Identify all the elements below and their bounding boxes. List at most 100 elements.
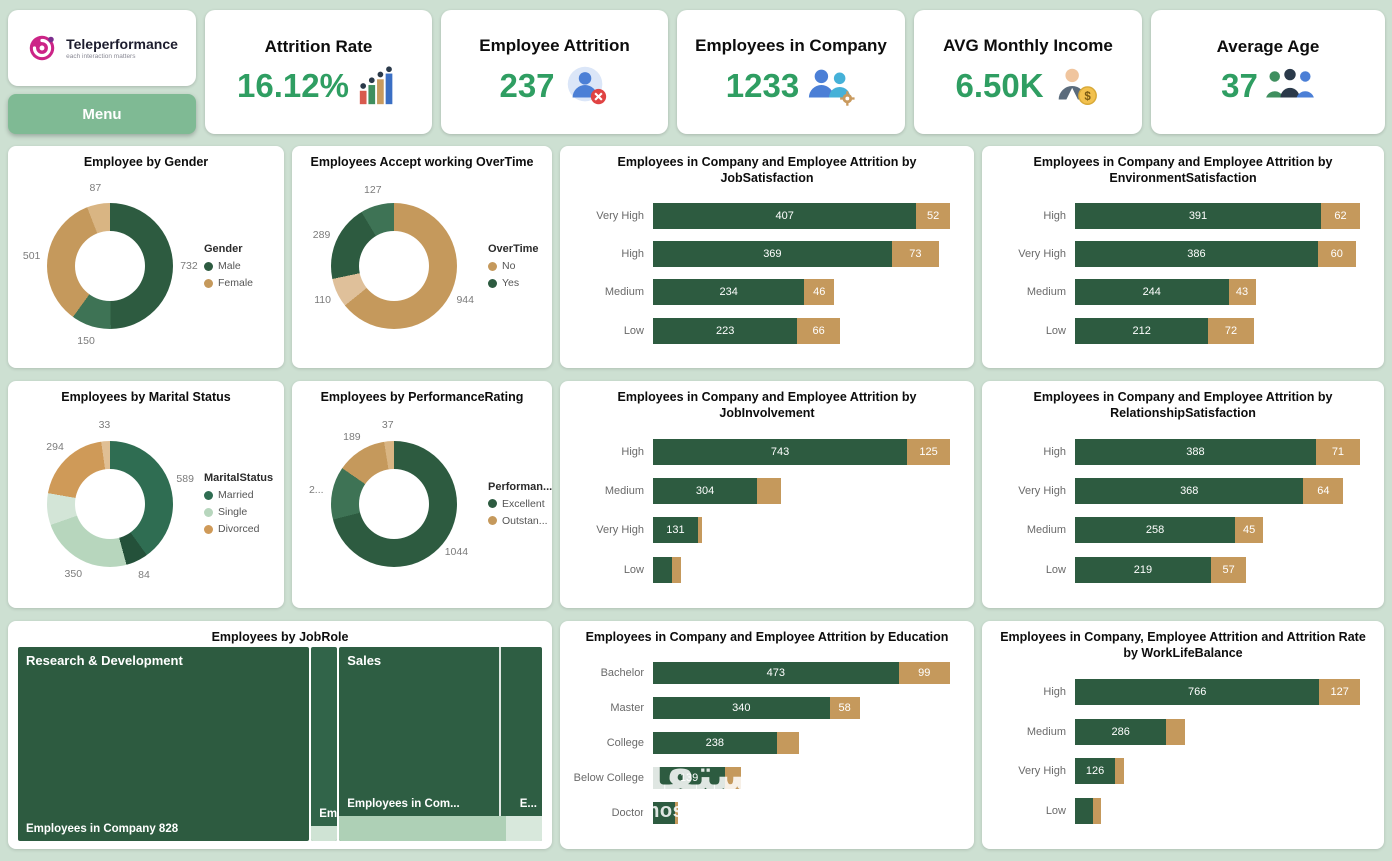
company-bar-segment[interactable]: 238 (653, 732, 777, 755)
bar-track: 223 66 (653, 317, 950, 344)
company-bar-segment[interactable]: 304 (653, 478, 758, 505)
attrition-bar-segment[interactable] (1092, 797, 1101, 824)
bar-value-label: 340 (732, 702, 751, 715)
legend-item[interactable]: Single (204, 506, 274, 518)
bar-row: High 391 62 (992, 202, 1360, 229)
company-bar-segment[interactable] (1075, 797, 1093, 824)
company-bar-segment[interactable]: 391 (1075, 202, 1321, 229)
job-satisfaction-bar-chart[interactable]: Very High 407 52 High 369 73 Medium 234 46 Low 223… (570, 189, 964, 361)
company-bar-segment[interactable]: 473 (653, 662, 899, 685)
company-bar-segment[interactable]: 407 (653, 202, 917, 229)
attrition-bar-segment[interactable]: 60 (1317, 241, 1356, 268)
attrition-bar-segment[interactable]: 52 (916, 202, 950, 229)
attrition-bar-segment[interactable] (1115, 758, 1124, 784)
attrition-bar-segment[interactable]: 66 (797, 317, 840, 344)
relationship-satisfaction-bar-chart[interactable]: High 388 71 Very High 368 64 Medium 258 45 Low 219… (992, 424, 1374, 601)
gender-donut-chart[interactable]: 732 150 501 87 Gender Male Female (18, 172, 274, 360)
legend-item[interactable]: Outstan... (488, 515, 548, 527)
attrition-bar-segment[interactable]: 43 (1228, 279, 1256, 306)
attrition-bar-segment[interactable]: 125 (907, 438, 950, 465)
legend-title: Gender (204, 243, 243, 256)
bar-row: Low 219 57 (992, 556, 1360, 583)
attrition-bar-segment[interactable]: 127 (1319, 679, 1360, 705)
kpi-title: Employees in Company (695, 36, 887, 55)
category-label: Very High (1018, 765, 1066, 777)
attrition-bar-segment[interactable] (725, 767, 742, 790)
company-bar-segment[interactable]: 223 (653, 317, 798, 344)
attrition-bar-segment[interactable] (675, 802, 678, 825)
legend-item[interactable]: Male (204, 260, 274, 272)
company-bar-segment[interactable]: 340 (653, 697, 830, 720)
category-label: Medium (1026, 286, 1066, 299)
treemap-strip[interactable] (311, 825, 338, 841)
company-bar-segment[interactable]: 219 (1075, 556, 1211, 583)
performance-rating-donut-chart[interactable]: 1044 2... 189 37 Performan... Excellent Outsta… (302, 407, 552, 600)
overtime-donut-chart[interactable]: 944 110 289 127 OverTime No Yes (302, 172, 542, 360)
environment-satisfaction-bar-chart[interactable]: High 391 62 Very High 386 60 Medium 244 43 Low 212… (992, 189, 1374, 361)
legend-label: Male (218, 260, 241, 273)
menu-button[interactable]: Menu (8, 94, 196, 134)
company-bar-segment[interactable]: 258 (1075, 517, 1236, 544)
treemap-block[interactable]: Em... (311, 647, 338, 841)
bar-row: Low (570, 556, 950, 583)
treemap-strip-sub[interactable] (505, 815, 542, 841)
treemap-block[interactable]: Sales Employees in Com... E... (339, 647, 542, 841)
company-bar-segment[interactable]: 386 (1075, 241, 1318, 268)
category-label: College (606, 737, 644, 750)
legend-item[interactable]: No (488, 260, 542, 272)
company-bar-segment[interactable]: 212 (1075, 317, 1209, 344)
company-bar-segment[interactable]: 234 (653, 279, 805, 306)
company-bar-segment[interactable]: 131 (653, 517, 698, 544)
attrition-bar-segment[interactable]: 58 (829, 697, 860, 720)
kpi-title: Attrition Rate (264, 37, 373, 56)
attrition-bar-segment[interactable]: 45 (1235, 517, 1264, 544)
education-bar-chart[interactable]: Bachelor 473 99 Master 340 58 College 238 Below … (570, 647, 964, 841)
attrition-bar-segment[interactable] (757, 478, 782, 505)
treemap-divider (499, 647, 502, 816)
company-bar-segment[interactable]: 369 (653, 241, 892, 268)
attrition-bar-segment[interactable]: 57 (1210, 556, 1247, 583)
attrition-bar-segment[interactable]: 62 (1320, 202, 1360, 229)
company-bar-segment[interactable]: 766 (1075, 679, 1320, 705)
attrition-bar-segment[interactable]: 64 (1303, 478, 1344, 505)
legend-item[interactable]: Divorced (204, 523, 274, 535)
company-bar-segment[interactable]: 743 (653, 438, 908, 465)
bar-track: 407 52 (653, 202, 950, 229)
treemap-strip[interactable] (339, 815, 542, 841)
company-bar-segment[interactable] (653, 556, 672, 583)
bar-track: 258 45 (1075, 517, 1360, 544)
company-bar-segment[interactable]: 388 (1075, 438, 1316, 465)
attrition-bar-segment[interactable] (671, 556, 682, 583)
attrition-bar-segment[interactable] (697, 517, 703, 544)
job-involvement-bar-chart[interactable]: High 743 125 Medium 304 Very High 131 Low (570, 424, 964, 601)
attrition-bar-segment[interactable]: 72 (1208, 317, 1254, 344)
attrition-bar-segment[interactable]: 73 (891, 241, 939, 268)
attrition-bar-segment[interactable] (1166, 718, 1185, 745)
marital-status-donut-chart[interactable]: 589 84 350 294 33 MaritalStatus Married Single D… (18, 407, 274, 600)
company-bar-segment[interactable]: 368 (1075, 478, 1304, 505)
legend-item[interactable]: Female (204, 277, 274, 289)
attrition-bar-segment[interactable] (776, 732, 800, 755)
svg-text:$: $ (1084, 91, 1091, 103)
company-bar-segment[interactable] (653, 802, 676, 825)
bar-track (653, 556, 950, 583)
job-role-treemap-chart[interactable]: Research & Development Employees in Compa… (18, 647, 542, 841)
bar-value-label: 212 (1132, 324, 1151, 337)
attrition-bar-segment[interactable]: 99 (898, 662, 950, 685)
treemap-block-title: Research & Development (26, 653, 183, 669)
legend-item[interactable]: Married (204, 489, 274, 501)
bar-row: Low 212 72 (992, 317, 1360, 344)
company-bar-segment[interactable]: 286 (1075, 718, 1167, 745)
bar-value-label: 60 (1330, 248, 1343, 261)
company-bar-segment[interactable]: 244 (1075, 279, 1229, 306)
attrition-bar-segment[interactable]: 71 (1315, 438, 1360, 465)
legend-item[interactable]: Yes (488, 277, 542, 289)
legend-item[interactable]: Excellent (488, 498, 545, 510)
bar-value-label: 391 (1188, 209, 1208, 222)
company-bar-segment[interactable]: 139 (653, 767, 726, 790)
attrition-bar-segment[interactable]: 46 (804, 279, 835, 306)
company-bar-segment[interactable]: 126 (1075, 758, 1116, 784)
work-life-balance-bar-chart[interactable]: High 766 127 Medium 286 Very High 126 Low (992, 664, 1374, 842)
treemap-block[interactable]: Research & Development Employees in Compa… (18, 647, 310, 841)
